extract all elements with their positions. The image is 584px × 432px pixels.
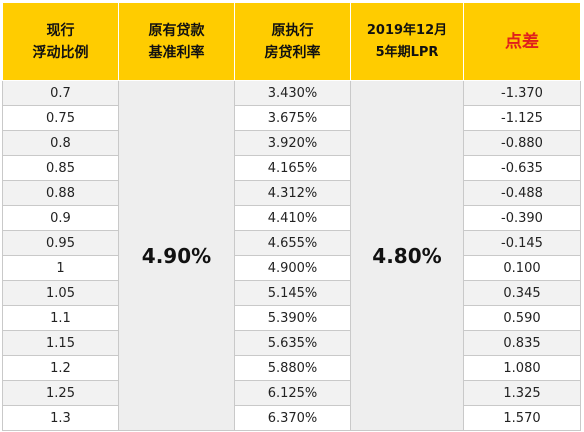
- executed-rate-cell: 3.675%: [234, 105, 351, 131]
- floating-ratio-cell: 0.7: [2, 80, 119, 106]
- executed-rate-cell: 4.900%: [234, 255, 351, 281]
- table-row: 1.25 6.125% 1.325: [2, 380, 581, 406]
- executed-rate-cell: 5.390%: [234, 305, 351, 331]
- base-rate-cell: 4.90%: [118, 80, 235, 431]
- spread-cell: 0.100: [463, 255, 581, 281]
- table-row: 1.1 5.390% 0.590: [2, 305, 581, 331]
- header-base-rate: 原有贷款 基准利率: [118, 2, 235, 81]
- executed-rate-cell: 5.635%: [234, 330, 351, 356]
- table-header: 现行 浮动比例 原有贷款 基准利率 原执行 房贷利率 2019年12月 5年期L…: [2, 2, 581, 81]
- spread-cell: 1.570: [463, 405, 581, 431]
- table-row: 1.15 5.635% 0.835: [2, 330, 581, 356]
- executed-rate-cell: 6.125%: [234, 380, 351, 406]
- spread-cell: 1.325: [463, 380, 581, 406]
- spread-cell: 0.345: [463, 280, 581, 306]
- header-executed-rate-line2: 房贷利率: [264, 44, 321, 61]
- executed-rate-cell: 4.165%: [234, 155, 351, 181]
- header-lpr: 2019年12月 5年期LPR: [350, 2, 464, 81]
- table-row: 0.75 3.675% -1.125: [2, 105, 581, 131]
- table-row: 1 4.900% 0.100: [2, 255, 581, 281]
- executed-rate-cell: 6.370%: [234, 405, 351, 431]
- floating-ratio-cell: 1.15: [2, 330, 119, 356]
- header-base-rate-line1: 原有贷款: [148, 22, 205, 39]
- executed-rate-cell: 5.145%: [234, 280, 351, 306]
- floating-ratio-cell: 0.8: [2, 130, 119, 156]
- table-row: 0.8 3.920% -0.880: [2, 130, 581, 156]
- table-body: 0.7 4.90% 3.430% 4.80% -1.370 0.75 3.675% -1.12…: [2, 80, 581, 431]
- header-floating-ratio-line2: 浮动比例: [32, 44, 89, 61]
- executed-rate-cell: 4.655%: [234, 230, 351, 256]
- spread-cell: -1.370: [463, 80, 581, 106]
- table-row: 0.88 4.312% -0.488: [2, 180, 581, 206]
- floating-ratio-cell: 0.75: [2, 105, 119, 131]
- header-spread: 点差: [463, 2, 581, 81]
- table-row: 1.05 5.145% 0.345: [2, 280, 581, 306]
- floating-ratio-cell: 0.9: [2, 205, 119, 231]
- spread-cell: -0.145: [463, 230, 581, 256]
- lpr-rate-cell: 4.80%: [350, 80, 464, 431]
- executed-rate-cell: 3.920%: [234, 130, 351, 156]
- table-row: 1.3 6.370% 1.570: [2, 405, 581, 431]
- spread-cell: -1.125: [463, 105, 581, 131]
- spread-cell: 1.080: [463, 355, 581, 381]
- header-executed-rate: 原执行 房贷利率: [234, 2, 351, 81]
- spread-cell: -0.635: [463, 155, 581, 181]
- table-row: 0.9 4.410% -0.390: [2, 205, 581, 231]
- header-row: 现行 浮动比例 原有贷款 基准利率 原执行 房贷利率 2019年12月 5年期L…: [2, 2, 581, 81]
- header-lpr-line2: 5年期LPR: [375, 44, 439, 60]
- floating-ratio-cell: 1.3: [2, 405, 119, 431]
- header-executed-rate-line1: 原执行: [271, 22, 314, 39]
- spread-cell: 0.835: [463, 330, 581, 356]
- executed-rate-cell: 4.312%: [234, 180, 351, 206]
- floating-ratio-cell: 1.05: [2, 280, 119, 306]
- executed-rate-cell: 3.430%: [234, 80, 351, 106]
- floating-ratio-cell: 0.88: [2, 180, 119, 206]
- table-row: 0.85 4.165% -0.635: [2, 155, 581, 181]
- floating-ratio-cell: 0.95: [2, 230, 119, 256]
- executed-rate-cell: 5.880%: [234, 355, 351, 381]
- spread-cell: 0.590: [463, 305, 581, 331]
- header-floating-ratio: 现行 浮动比例: [2, 2, 119, 81]
- spread-cell: -0.880: [463, 130, 581, 156]
- table-row: 1.2 5.880% 1.080: [2, 355, 581, 381]
- floating-ratio-cell: 1: [2, 255, 119, 281]
- floating-ratio-cell: 1.1: [2, 305, 119, 331]
- table-row: 0.95 4.655% -0.145: [2, 230, 581, 256]
- header-lpr-line1: 2019年12月: [366, 22, 448, 38]
- table-row: 0.7 4.90% 3.430% 4.80% -1.370: [2, 80, 581, 431]
- header-floating-ratio-line1: 现行: [46, 22, 75, 39]
- executed-rate-cell: 4.410%: [234, 205, 351, 231]
- header-spread-label: 点差: [505, 31, 539, 52]
- spread-cell: -0.488: [463, 180, 581, 206]
- floating-ratio-cell: 1.2: [2, 355, 119, 381]
- header-base-rate-line2: 基准利率: [148, 44, 205, 61]
- floating-ratio-cell: 1.25: [2, 380, 119, 406]
- spread-cell: -0.390: [463, 205, 581, 231]
- floating-ratio-cell: 0.85: [2, 155, 119, 181]
